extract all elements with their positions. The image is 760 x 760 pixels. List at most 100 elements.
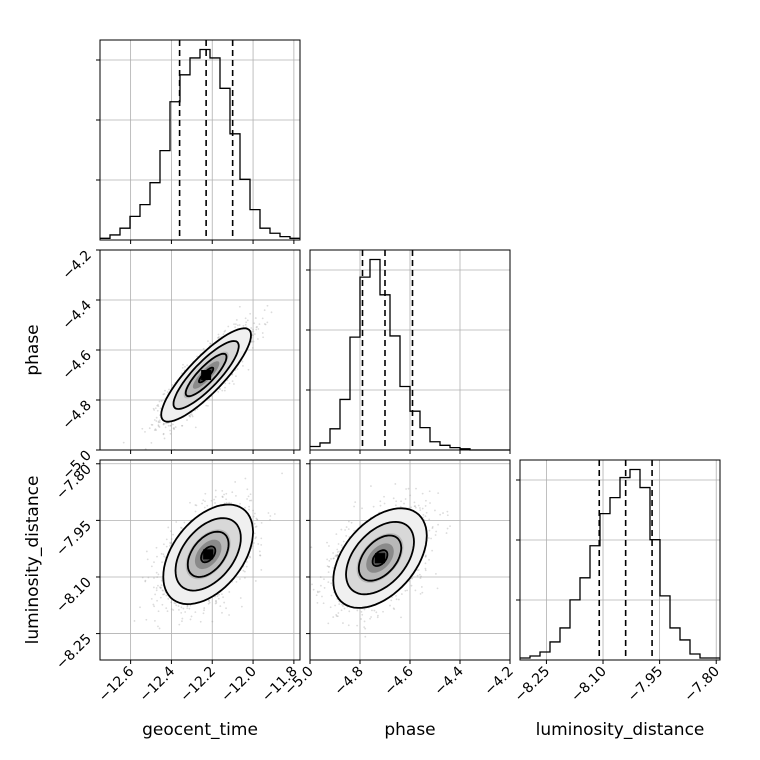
sample-point: [156, 409, 159, 412]
sample-point: [148, 427, 151, 430]
sample-point: [225, 492, 228, 495]
sample-point: [214, 502, 216, 504]
sample-point: [347, 528, 350, 530]
sample-point: [225, 498, 228, 501]
sample-point: [342, 622, 344, 624]
sample-point: [217, 337, 220, 339]
sample-point: [186, 605, 189, 607]
sample-point: [231, 491, 234, 494]
sample-point: [218, 388, 221, 390]
sample-point: [253, 333, 256, 335]
x-tick-label: −8.25: [512, 664, 554, 706]
sample-point: [162, 422, 165, 425]
sample-point: [153, 561, 155, 564]
sample-point: [397, 598, 400, 601]
sample-point: [163, 555, 166, 558]
sample-point: [173, 428, 176, 431]
sample-point: [219, 605, 222, 607]
sample-point: [153, 605, 156, 608]
sample-point: [194, 426, 197, 429]
sample-point: [162, 433, 165, 436]
scatter-panel-geocent_time-phase: −5.0−4.8−4.6−4.4−4.2: [59, 248, 301, 483]
sample-point: [234, 326, 237, 328]
sample-point: [146, 558, 149, 561]
sample-point: [213, 498, 216, 501]
sample-point: [207, 602, 210, 605]
sample-point: [400, 500, 402, 503]
sample-point: [133, 620, 136, 622]
sample-point: [250, 327, 253, 329]
sample-point: [191, 414, 193, 416]
sample-point: [234, 481, 237, 483]
sample-point: [174, 602, 177, 605]
sample-point: [158, 421, 161, 424]
sample-point: [204, 492, 207, 495]
sample-point: [361, 613, 364, 616]
sample-point: [421, 591, 424, 594]
sample-point: [186, 419, 188, 421]
scatter-content: [310, 483, 451, 638]
sample-point: [186, 364, 189, 367]
sample-point: [165, 538, 168, 541]
sample-point: [377, 614, 379, 617]
sample-point: [208, 601, 211, 604]
sample-point: [266, 321, 269, 324]
sample-point: [182, 607, 185, 610]
sample-point: [183, 521, 186, 524]
sample-point: [332, 557, 335, 560]
sample-point: [164, 389, 166, 392]
sample-point: [252, 330, 255, 333]
histogram-step: [520, 468, 720, 659]
sample-point: [141, 427, 144, 430]
sample-point: [175, 604, 178, 607]
x-tick-label: −12.0: [218, 664, 260, 706]
sample-point: [215, 600, 217, 603]
sample-point: [169, 432, 172, 435]
sample-point: [203, 609, 205, 612]
sample-point: [260, 569, 263, 571]
sample-point: [249, 556, 252, 559]
sample-point: [167, 424, 170, 427]
sample-point: [337, 612, 340, 614]
sample-point: [158, 400, 161, 403]
sample-point: [253, 532, 256, 535]
sample-point: [256, 518, 259, 521]
sample-point: [161, 561, 163, 564]
sample-point: [248, 499, 251, 502]
sample-point: [175, 521, 178, 523]
sample-point: [157, 421, 160, 424]
sample-point: [230, 502, 233, 505]
sample-point: [260, 521, 263, 524]
sample-point: [245, 565, 248, 568]
sample-point: [255, 525, 258, 528]
sample-point: [336, 554, 339, 557]
sample-point: [326, 541, 328, 544]
sample-point: [154, 620, 156, 622]
panels: −8.25 −8.10 −7.95 −7.80 −5.0−4.8−4.6−4.4−4.2…: [53, 39, 723, 706]
sample-point: [221, 495, 224, 498]
sample-point: [173, 602, 176, 604]
hist-panel-geocent_time: [96, 39, 301, 244]
sample-point: [166, 610, 169, 613]
sample-point: [162, 553, 165, 556]
sample-point: [140, 456, 142, 458]
sample-point: [266, 304, 269, 307]
sample-point: [162, 423, 165, 426]
sample-point: [172, 533, 174, 536]
hist-panel-luminosity_distance: −8.25 −8.10 −7.95 −7.80: [512, 459, 723, 706]
x-tick-label: −7.80: [681, 664, 723, 706]
sample-point: [223, 330, 226, 333]
sample-point: [157, 584, 159, 587]
sample-point: [169, 544, 171, 547]
sample-point: [249, 493, 252, 496]
sample-point: [235, 494, 237, 497]
sample-point: [208, 599, 210, 602]
sample-point: [169, 424, 172, 427]
sample-point: [196, 355, 199, 358]
sample-point: [418, 573, 421, 576]
sample-point: [252, 334, 254, 337]
sample-point: [264, 323, 267, 326]
sample-point: [207, 340, 209, 343]
sample-point: [231, 373, 234, 376]
sample-point: [235, 375, 237, 378]
